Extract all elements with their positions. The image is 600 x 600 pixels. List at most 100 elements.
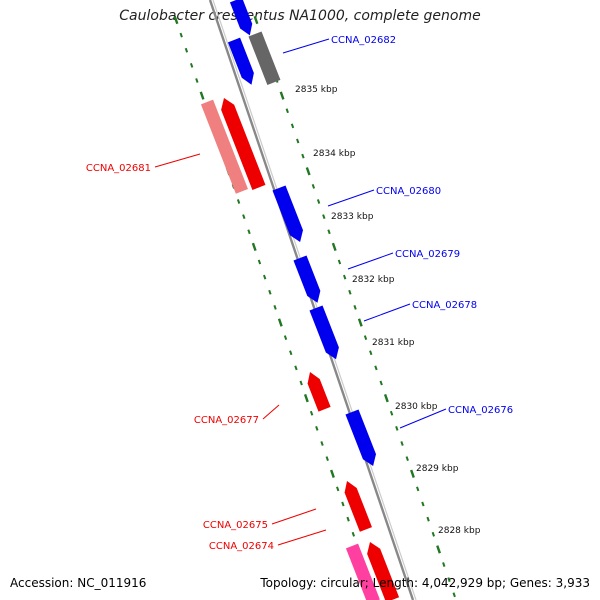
gene-label-ccna-02680: CCNA_02680 <box>376 186 441 197</box>
inner-scale-track-tick <box>294 365 298 371</box>
inner-scale-track-tick <box>351 531 356 537</box>
inner-scale-track-tick <box>309 410 314 416</box>
gene-label-ccna-02677: CCNA_02677 <box>194 415 259 426</box>
outer-scale-track-tick <box>279 91 285 100</box>
gene-label-ccna-02681: CCNA_02681 <box>86 163 151 174</box>
outer-scale-track-tick <box>426 516 430 522</box>
outer-scale-track-tick <box>296 138 300 144</box>
leader-line-ccna-02680 <box>327 189 375 207</box>
scale-label-kbp: 2830 kbp <box>395 402 438 412</box>
outer-scale-track-tick <box>421 501 425 507</box>
outer-scale-track-tick <box>357 318 363 327</box>
gene-label-ccna-02676: CCNA_02676 <box>448 405 513 416</box>
outer-scale-track-tick <box>363 335 368 341</box>
inner-scale-track-tick <box>199 91 205 100</box>
outer-scale-track-tick <box>369 350 373 356</box>
outer-scale-track-tick <box>400 441 404 446</box>
inner-scale-track-tick <box>346 516 350 522</box>
inner-scale-track-tick <box>242 214 246 220</box>
inner-scale-track-tick <box>330 469 335 478</box>
inner-scale-track-tick <box>315 425 319 431</box>
inner-scale-track-tick <box>341 501 345 507</box>
gene-arrow-ccna-02682 <box>227 37 254 85</box>
gene-bar-ccna-02674-pink <box>345 543 380 600</box>
outer-scale-track-tick <box>383 393 389 403</box>
outer-scale-track-tick <box>395 425 399 431</box>
genome-summary: Topology: circular; Length: 4,042,929 bp… <box>260 576 590 590</box>
gene-arrow-ccna-02681 <box>221 98 266 190</box>
inner-scale-track-tick <box>303 393 309 403</box>
scale-labels: 2835 kbp 2834 kbp 2833 kbp 2832 kbp 2831 kbp… <box>295 85 481 536</box>
gene-bar-grey <box>248 31 281 85</box>
map-title: Caulobacter crescentus NA1000, complete … <box>119 8 481 24</box>
outer-scale-track-tick <box>327 229 331 235</box>
outer-scale-track-tick <box>290 123 295 129</box>
outer-scale-track-tick <box>389 410 394 416</box>
outer-scale-track-tick <box>316 199 321 204</box>
inner-scale-track-tick <box>268 289 272 295</box>
gene-label-ccna-02682: CCNA_02682 <box>331 35 396 46</box>
leader-line-ccna-02681 <box>154 153 201 168</box>
scale-label-kbp: 2834 kbp <box>313 149 356 159</box>
outer-scale-track-tick <box>311 183 316 189</box>
outer-scale-track-tick <box>331 242 337 252</box>
outer-scale-track-tick <box>452 592 456 598</box>
outer-scale-track-tick <box>416 486 420 492</box>
outer-scale-track-tick <box>343 274 347 280</box>
gene-label-ccna-02679: CCNA_02679 <box>395 249 460 260</box>
inner-scale-track-tick <box>173 15 179 25</box>
outer-scale-track-tick <box>431 531 436 537</box>
inner-scale-track-tick <box>289 350 293 356</box>
inner-scale-track-tick <box>179 32 183 38</box>
leader-line-ccna-02676 <box>399 408 447 429</box>
gene-arrow-ccna-02677 <box>307 372 331 412</box>
outer-scale-track-tick <box>337 259 342 265</box>
scale-label-kbp: 2832 kbp <box>352 275 395 285</box>
outer-scale-track-tick <box>348 289 352 295</box>
outer-scale-track-tick <box>405 456 409 462</box>
inner-scale-track-tick <box>195 78 199 83</box>
scale-label-kbp: 2828 kbp <box>438 526 481 536</box>
leader-line-ccna-02677 <box>262 404 280 420</box>
gene-arrow-ccna-02679 <box>293 255 321 303</box>
gene-arrow-ccna-02675 <box>344 481 372 532</box>
outer-scale-track-tick <box>447 577 451 583</box>
inner-scale-track-tick <box>273 304 277 310</box>
inner-scale-track-tick <box>299 380 303 386</box>
outer-scale-track-tick <box>442 562 446 567</box>
outer-scale-track-tick <box>374 365 378 371</box>
scale-label-kbp: 2835 kbp <box>295 85 338 95</box>
scale-label-kbp: 2831 kbp <box>372 338 415 348</box>
leader-line-ccna-02679 <box>347 252 394 270</box>
inner-scale-track-tick <box>189 62 194 68</box>
outer-scale-track-tick <box>322 214 326 220</box>
leader-line-ccna-02675 <box>271 508 317 525</box>
inner-scale-track-tick <box>257 259 262 265</box>
inner-scale-track-tick <box>283 335 288 341</box>
accession-text: Accession: NC_011916 <box>10 576 147 590</box>
gene-arrow-ccna-02674 <box>367 542 400 600</box>
inner-scale-track-tick <box>336 486 340 492</box>
outer-scale-track-tick <box>305 167 311 176</box>
gene-label-ccna-02675: CCNA_02675 <box>203 520 268 531</box>
outer-scale-track-tick <box>253 15 259 25</box>
leader-line-ccna-02682 <box>282 38 330 54</box>
gene-arrow-ccna-02676 <box>345 409 376 467</box>
gene-bar-ccna-02681-light <box>200 99 248 194</box>
scale-label-kbp: 2829 kbp <box>416 464 459 474</box>
inner-scale-track-tick <box>325 456 329 462</box>
scale-label-kbp: 2833 kbp <box>331 212 374 222</box>
gene-label-ccna-02674: CCNA_02674 <box>209 541 274 552</box>
leader-line-ccna-02678 <box>363 303 411 322</box>
inner-scale-track-tick <box>320 441 324 446</box>
inner-scale-track-tick <box>263 274 267 280</box>
outer-scale-track-tick <box>410 469 415 478</box>
outer-scale-track-tick <box>353 304 357 310</box>
outer-scale-track-tick <box>379 380 383 386</box>
leader-line-ccna-02674 <box>277 529 327 546</box>
inner-scale-track-tick <box>236 199 241 204</box>
outer-scale-track-tick <box>285 108 289 114</box>
backbone-line-outer <box>208 0 415 600</box>
gene-label-ccna-02678: CCNA_02678 <box>412 300 477 311</box>
